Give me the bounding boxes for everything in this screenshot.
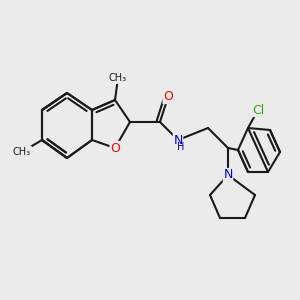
Text: N: N	[173, 134, 183, 146]
Text: N: N	[223, 169, 233, 182]
Text: O: O	[163, 91, 173, 103]
Text: H: H	[177, 142, 185, 152]
Text: CH₃: CH₃	[109, 73, 127, 83]
Text: Cl: Cl	[252, 103, 264, 116]
Text: O: O	[110, 142, 120, 154]
Text: CH₃: CH₃	[13, 147, 31, 157]
